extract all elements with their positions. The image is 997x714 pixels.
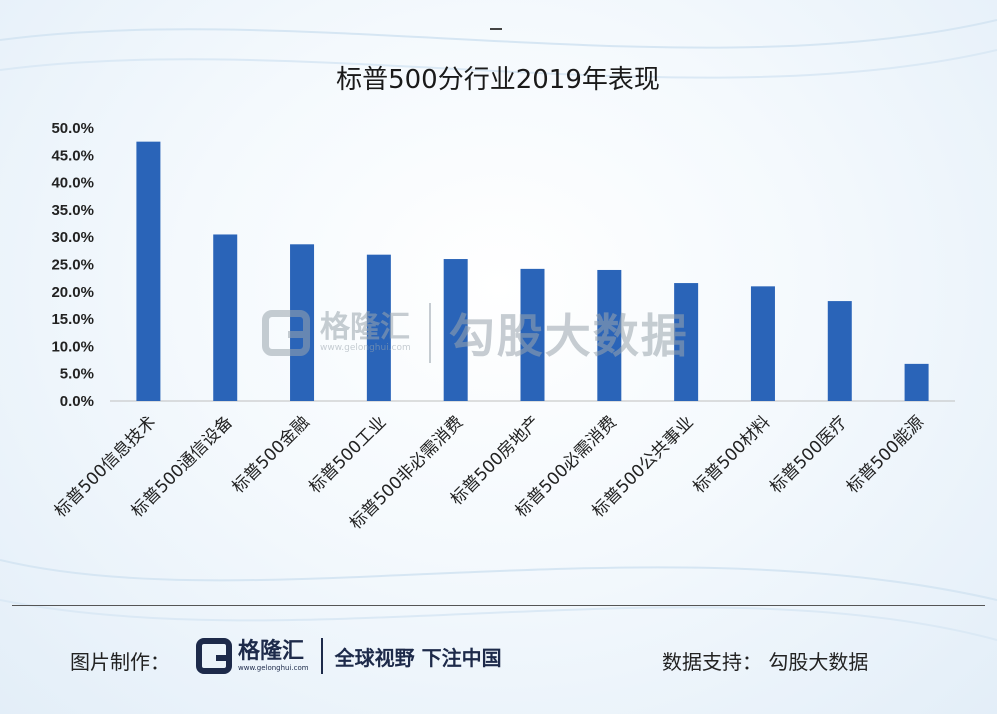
- category-label: 标普500金融: [228, 412, 313, 497]
- made-by-label: 图片制作：: [70, 650, 170, 674]
- y-tick-label: 45.0%: [51, 147, 94, 164]
- category-label: 标普500工业: [305, 412, 390, 497]
- slogan: 全球视野 下注中国: [334, 645, 502, 670]
- y-tick-label: 15.0%: [51, 311, 94, 328]
- y-tick-label: 20.0%: [51, 284, 94, 301]
- logo-url: www.gelonghui.com: [238, 664, 309, 672]
- y-tick-label: 0.0%: [60, 393, 94, 410]
- watermark-data-brand: 勾股大数据: [448, 309, 689, 363]
- watermark-logo-icon: [262, 310, 310, 356]
- logo-name: 格隆汇: [238, 639, 305, 664]
- y-tick-label: 35.0%: [51, 202, 94, 219]
- footer-logo: 格隆汇 www.gelonghui.com 全球视野 下注中国: [196, 638, 502, 674]
- watermark-url: www.gelonghui.com: [320, 343, 411, 353]
- watermark: 格隆汇 www.gelonghui.com 勾股大数据: [262, 300, 689, 366]
- bar: [213, 234, 238, 401]
- data-support-label: 数据支持： 勾股大数据: [662, 650, 869, 674]
- bar: [597, 269, 622, 401]
- bar: [520, 268, 545, 401]
- category-label: 标普500医疗: [766, 412, 851, 497]
- chart-title: 标普500分行业2019年表现: [336, 65, 660, 95]
- decorative-dash: [490, 28, 502, 30]
- bar: [674, 283, 699, 401]
- category-label: 标普500能源: [843, 412, 928, 497]
- footer-divider: [12, 605, 985, 606]
- bar-chart: 标普500分行业2019年表现 0.0% 5.0% 10.0% 15.0% 20.0% 2…: [51, 65, 955, 534]
- category-label: 标普500材料: [689, 412, 774, 497]
- y-tick-label: 50.0%: [51, 120, 94, 137]
- gelonghui-logo-icon: [196, 638, 232, 674]
- y-tick-label: 30.0%: [51, 229, 94, 246]
- bar: [136, 141, 161, 401]
- bar: [750, 286, 775, 401]
- bar: [290, 244, 315, 401]
- bar: [827, 301, 852, 401]
- bar: [366, 254, 391, 401]
- y-tick-label: 10.0%: [51, 338, 94, 355]
- footer: 图片制作： 格隆汇 www.gelonghui.com 全球视野 下注中国 数据…: [0, 630, 997, 690]
- watermark-brand: 格隆汇: [320, 310, 410, 345]
- y-tick-label: 25.0%: [51, 257, 94, 274]
- y-tick-label: 5.0%: [60, 366, 94, 383]
- bar: [904, 363, 929, 401]
- bar: [443, 259, 468, 401]
- watermark-divider: [428, 303, 431, 363]
- logo-divider: [320, 638, 323, 674]
- y-tick-label: 40.0%: [51, 175, 94, 192]
